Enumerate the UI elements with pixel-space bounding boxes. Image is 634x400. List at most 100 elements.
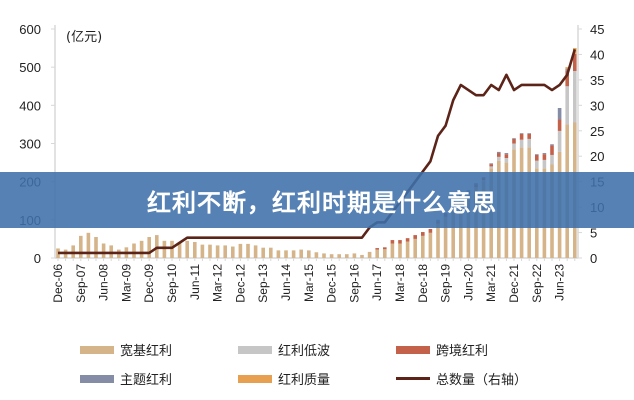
legend: 宽基红利 红利低波 跨境红利 主题红利 红利质量 总数量（右轴）	[80, 340, 550, 388]
bar-segment	[314, 252, 319, 258]
x-tick-label: Dec-06	[51, 264, 65, 303]
bar-segment	[215, 245, 220, 258]
bar-segment	[512, 138, 516, 139]
bar-segment	[360, 254, 364, 258]
bar-segment	[94, 237, 98, 258]
x-tick-label: Sep-22	[530, 264, 544, 303]
legend-item-wide-base: 宽基红利	[80, 340, 238, 359]
bar-segment	[246, 243, 250, 258]
bar-segment	[413, 238, 417, 258]
x-tick-label: Mar-12	[211, 264, 225, 302]
bar-segment	[550, 154, 554, 165]
x-tick-label: Mar-21	[484, 264, 498, 302]
legend-label: 宽基红利	[120, 344, 173, 359]
x-tick-label: Dec-21	[507, 264, 521, 303]
bar-segment	[550, 144, 554, 146]
right-y-tick-label: 40	[590, 47, 604, 62]
bar-segment	[413, 235, 417, 239]
bar-segment	[231, 246, 235, 258]
right-y-tick-label: 20	[590, 149, 604, 164]
bar-segment	[208, 244, 212, 258]
x-tick-label: Dec-12	[233, 264, 247, 303]
bar-segment	[550, 145, 554, 155]
bar-segment	[177, 242, 182, 258]
legend-label: 红利低波	[278, 344, 331, 359]
bar-segment	[269, 247, 273, 258]
legend-label: 主题红利	[120, 373, 173, 388]
bar-segment	[139, 240, 144, 258]
left-y-tick-label: 500	[19, 60, 41, 75]
bar-segment	[200, 244, 205, 258]
bar-segment	[557, 108, 562, 120]
x-tick-label: Mar-15	[302, 264, 316, 302]
bar-segment	[527, 138, 531, 148]
bar-segment	[565, 86, 569, 125]
bar-segment	[497, 156, 501, 161]
bar-segment	[162, 240, 167, 258]
x-tick-label: Sep-16	[347, 264, 361, 303]
bar-segment	[383, 249, 387, 258]
x-tick-label: Sep-13	[256, 264, 270, 303]
bar-segment	[512, 138, 516, 144]
bar-segment	[253, 245, 258, 258]
bar-segment	[132, 243, 136, 258]
bar-segment	[86, 232, 91, 258]
bar-segment	[542, 153, 547, 155]
bar-segment	[443, 216, 448, 258]
bar-segment	[421, 235, 425, 258]
bar-segment	[504, 154, 509, 159]
bar-segment	[428, 228, 433, 233]
left-axis-unit-label: (亿元)	[66, 30, 103, 45]
bar-segment	[497, 151, 501, 154]
bar-segment	[512, 143, 516, 150]
bar-segment	[345, 254, 349, 258]
bar-segment	[375, 249, 379, 258]
legend-item-quality: 红利质量	[238, 369, 396, 388]
left-y-tick-label: 400	[19, 98, 41, 113]
title-banner: 红利不断，红利时期是什么意思	[0, 172, 634, 228]
bar-segment	[79, 235, 83, 258]
right-y-tick-label: 0	[590, 251, 597, 266]
bar-segment	[398, 240, 402, 244]
bar-segment	[565, 67, 569, 70]
bar-segment	[352, 253, 357, 258]
legend-item-low-volatility: 红利低波	[238, 340, 396, 359]
bar-segment	[557, 130, 562, 152]
bar-segment	[238, 243, 243, 258]
bar-segment	[223, 245, 227, 258]
bar-segment	[535, 154, 539, 155]
x-tick-labels: Dec-06 Sep-07 Jun-08 Mar-09 Dec-09 Sep-10 Jun-…	[51, 264, 567, 303]
bar-segment	[519, 139, 524, 148]
bar-segment	[322, 253, 326, 258]
bar-segment	[451, 204, 455, 258]
x-tick-label: Jun-14	[279, 264, 293, 301]
bar-segment	[436, 223, 440, 258]
bar-segment	[405, 241, 410, 258]
bar-segment	[489, 164, 493, 167]
bar-segment	[535, 154, 539, 161]
x-tick-label: Jun-20	[461, 264, 475, 301]
bar-segment	[299, 249, 303, 258]
legend-label: 红利质量	[278, 373, 331, 388]
bar-segment	[284, 250, 288, 258]
banner-title: 红利不断，红利时期是什么意思	[147, 188, 497, 217]
x-tick-label: Sep-07	[74, 264, 88, 303]
bar-segment	[291, 250, 296, 258]
x-tick-label: Sep-10	[165, 264, 179, 303]
bar-segment	[147, 237, 151, 258]
axes: 0100200300400500600051015202530354045	[19, 22, 604, 266]
x-tick-label: Jun-17	[370, 264, 384, 301]
x-tick-label: Mar-09	[119, 264, 133, 302]
bar-segment	[573, 70, 577, 123]
bar-segment	[329, 254, 334, 258]
legend-item-theme: 主题红利	[80, 369, 238, 388]
right-y-tick-label: 30	[590, 98, 604, 113]
bar-segment	[565, 69, 569, 71]
x-tick-label: Jun-23	[553, 264, 567, 301]
legend-swatch	[396, 345, 430, 354]
right-y-tick-label: 45	[590, 22, 604, 37]
right-y-tick-label: 25	[590, 124, 604, 139]
bar-segment	[428, 232, 433, 258]
bar-segment	[276, 250, 281, 258]
bar-segment	[519, 133, 524, 134]
